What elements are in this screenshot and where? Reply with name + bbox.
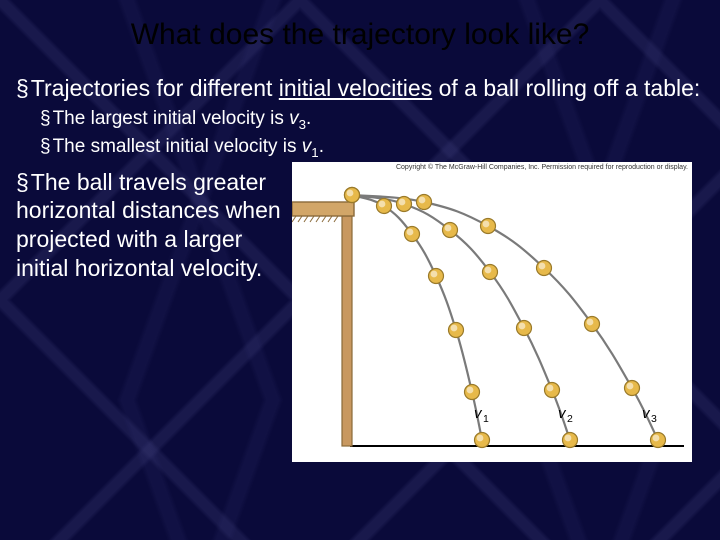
- bullet-sub-2: §The smallest initial velocity is v1.: [40, 135, 708, 161]
- slide-title: What does the trajectory look like?: [0, 0, 720, 60]
- bullet-sub2-var: v: [302, 136, 312, 157]
- svg-text:v: v: [642, 405, 651, 422]
- trajectory-svg: v1v2v3: [292, 162, 692, 462]
- bullet-sub1-subnum: 3: [299, 117, 306, 132]
- bullet-main: §Trajectories for different initial velo…: [16, 74, 708, 103]
- content-area: §Trajectories for different initial velo…: [0, 74, 720, 462]
- bullet-main-suffix: of a ball rolling off a table:: [432, 75, 700, 101]
- bullet-square-icon: §: [16, 169, 29, 195]
- bullet-main-underlined: initial velocities: [279, 75, 432, 101]
- bullet-conclusion: §The ball travels greater horizontal dis…: [12, 168, 292, 462]
- conclusion-text: The ball travels greater horizontal dist…: [16, 169, 281, 281]
- figure-copyright: Copyright © The McGraw-Hill Companies, I…: [396, 164, 688, 171]
- svg-text:v: v: [558, 405, 567, 422]
- bullet-sub2-subnum: 1: [311, 145, 318, 160]
- bullet-sub2-prefix: The smallest initial velocity is: [53, 136, 302, 157]
- bullet-square-icon: §: [40, 108, 51, 129]
- bullet-square-icon: §: [16, 75, 29, 101]
- bullet-sub1-var: v: [289, 108, 299, 129]
- bullet-sub2-suffix: .: [319, 136, 324, 157]
- bullet-sub1-prefix: The largest initial velocity is: [53, 108, 290, 129]
- bullet-main-prefix: Trajectories for different: [31, 75, 279, 101]
- bullet-square-icon: §: [40, 136, 51, 157]
- svg-text:v: v: [474, 405, 483, 422]
- svg-text:3: 3: [651, 413, 657, 425]
- bullet-sub1-suffix: .: [306, 108, 311, 129]
- trajectory-figure: Copyright © The McGraw-Hill Companies, I…: [292, 162, 692, 462]
- svg-text:2: 2: [567, 413, 573, 425]
- svg-text:1: 1: [483, 413, 489, 425]
- bullet-sub-1: §The largest initial velocity is v3.: [40, 107, 708, 133]
